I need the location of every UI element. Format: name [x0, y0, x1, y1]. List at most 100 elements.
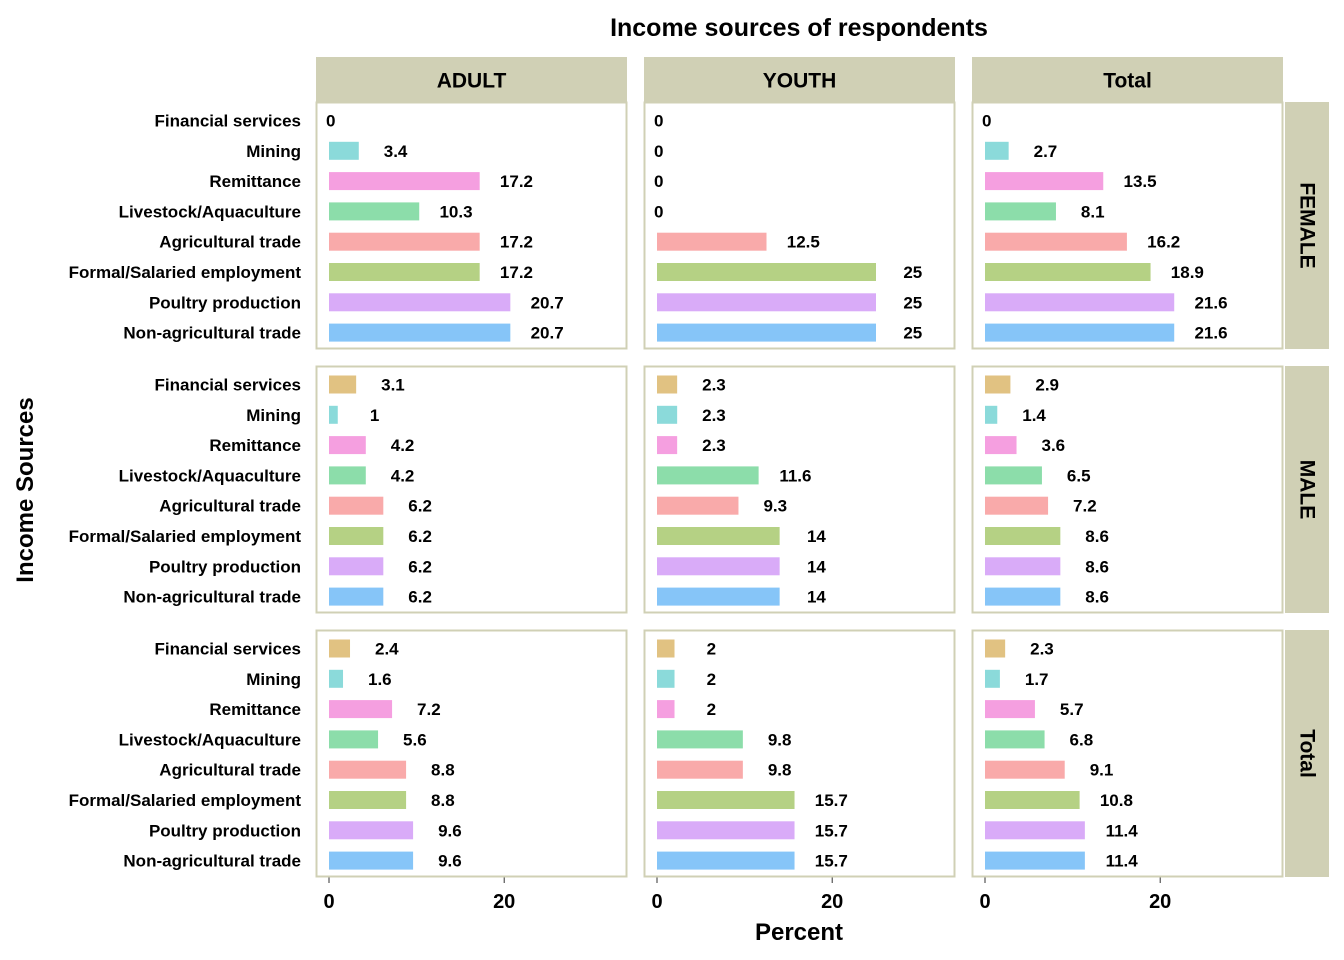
panel-female-total: 0 2.7 13.5 8.1 16.2 18.9 21.6 21.6 — [971, 101, 1284, 350]
bar-remittance — [657, 436, 678, 455]
bar-agricultural-trade — [329, 496, 384, 515]
data-label: 8.6 — [1085, 588, 1109, 607]
column-strip-label-adult: ADULT — [437, 70, 507, 93]
data-label: 25 — [903, 293, 922, 312]
bar-livestock-aquaculture — [657, 466, 759, 485]
data-label: 1.7 — [1025, 670, 1049, 689]
data-label: 9.3 — [763, 497, 787, 516]
bar-livestock-aquaculture — [985, 202, 1056, 221]
bar-mining — [657, 405, 678, 424]
data-label: 2 — [707, 670, 716, 689]
x-tick-label: 0 — [979, 891, 990, 913]
bar-livestock-aquaculture — [329, 466, 366, 485]
data-label: 6.2 — [408, 557, 432, 576]
bar-poultry-production — [657, 821, 795, 840]
bar-agricultural-trade — [657, 232, 767, 251]
panel-frame — [971, 365, 1284, 614]
data-label: 13.5 — [1124, 172, 1157, 191]
data-label: 11.4 — [1106, 821, 1139, 840]
y-tick-label: Poultry production — [149, 557, 301, 576]
y-tick-label: Remittance — [209, 172, 301, 191]
panel-frame — [643, 629, 956, 878]
y-tick-label: Formal/Salaried employment — [69, 791, 302, 810]
bar-mining — [985, 141, 1009, 160]
data-label: 18.9 — [1171, 263, 1204, 282]
bar-poultry-production — [985, 557, 1061, 576]
column-strip-youth — [644, 57, 955, 102]
bar-livestock-aquaculture — [329, 202, 420, 221]
data-label: 11.6 — [779, 466, 811, 485]
data-label: 14 — [807, 588, 826, 607]
bar-agricultural-trade — [657, 496, 739, 515]
data-label: 15.7 — [815, 852, 848, 871]
data-label: 2 — [707, 640, 716, 659]
panel-male-total: 2.9 1.4 3.66.5 7.2 8.6 8.6 8.6 — [971, 365, 1284, 614]
data-label: 0 — [654, 202, 663, 221]
bar-livestock-aquaculture — [329, 730, 379, 749]
data-label: 0 — [982, 112, 991, 131]
panel-female-youth: 0 0 0 0 12.5 25 25 25 — [643, 101, 956, 350]
bar-remittance — [329, 172, 480, 191]
data-label: 15.7 — [815, 821, 848, 840]
data-label: 15.7 — [815, 791, 848, 810]
data-label: 2.3 — [702, 376, 726, 395]
bar-remittance — [985, 700, 1035, 719]
bar-mining — [329, 669, 344, 688]
data-label: 3.1 — [381, 376, 405, 395]
bar-mining — [985, 669, 1000, 688]
y-tick-label: Formal/Salaried employment — [69, 527, 302, 546]
row-strip-label-female: FEMALE — [1296, 182, 1319, 268]
data-label: 11.4 — [1106, 852, 1139, 871]
data-label: 6.8 — [1070, 730, 1094, 749]
panel-frame — [315, 101, 628, 350]
panel-total-adult: 2.41.67.25.68.88.89.69.6 — [315, 629, 628, 878]
bar-financial-services — [657, 639, 675, 658]
bar-mining — [985, 405, 998, 424]
y-tick-label: Agricultural trade — [159, 497, 301, 516]
data-label: 8.6 — [1085, 557, 1109, 576]
bar-financial-services — [985, 375, 1011, 394]
data-label: 17.2 — [500, 233, 533, 252]
data-label: 2.3 — [702, 406, 726, 425]
chart-title: Income sources of respondents — [610, 14, 988, 42]
bar-poultry-production — [985, 293, 1175, 312]
panel-total-youth: 2 2 2 9.8 9.8 15.7 15.7 15.7 — [643, 629, 956, 878]
bar-formal-salaried-employment — [329, 263, 480, 281]
x-tick-label: 20 — [1149, 891, 1171, 913]
bar-livestock-aquaculture — [985, 730, 1045, 749]
panel-female-adult: 0 3.4 17.2 10.3 17.2 17.2 20.7 20.7 — [315, 101, 628, 350]
column-strip-adult — [316, 57, 627, 102]
panel-total-total: 2.3 1.7 5.7 6.8 9.1 10.8 11.4 11.4 — [971, 629, 1284, 878]
bar-non-agricultural-trade — [985, 851, 1085, 870]
data-label: 20.7 — [531, 324, 564, 343]
data-label: 7.2 — [1073, 497, 1097, 516]
bar-formal-salaried-employment — [657, 263, 876, 281]
y-tick-label: Non-agricultural trade — [123, 852, 301, 871]
bar-poultry-production — [657, 557, 780, 576]
bar-non-agricultural-trade — [657, 587, 780, 606]
data-label: 0 — [326, 112, 335, 131]
bar-financial-services — [329, 639, 351, 658]
data-label: 9.8 — [768, 761, 792, 780]
data-label: 4.2 — [391, 436, 415, 455]
data-label: 5.7 — [1060, 700, 1084, 719]
data-label: 14 — [807, 557, 826, 576]
data-label: 8.1 — [1081, 202, 1105, 221]
y-tick-label: Formal/Salaried employment — [69, 263, 302, 282]
bar-formal-salaried-employment — [985, 527, 1061, 545]
row-strip-label-male: MALE — [1296, 460, 1319, 520]
data-label: 8.8 — [431, 761, 455, 780]
data-label: 6.2 — [408, 527, 432, 546]
bar-formal-salaried-employment — [329, 527, 384, 545]
data-label: 9.8 — [768, 730, 792, 749]
bar-agricultural-trade — [657, 760, 743, 779]
y-tick-label: Financial services — [155, 112, 301, 131]
bar-remittance — [329, 436, 366, 455]
y-axis-label: Income Sources — [12, 397, 39, 582]
bar-agricultural-trade — [329, 232, 480, 251]
y-tick-label: Agricultural trade — [159, 233, 301, 252]
data-label: 2 — [707, 700, 716, 719]
panel-male-youth: 2.3 2.3 2.3 11.6 9.3 14 14 14 — [643, 365, 956, 614]
bar-financial-services — [985, 639, 1006, 658]
